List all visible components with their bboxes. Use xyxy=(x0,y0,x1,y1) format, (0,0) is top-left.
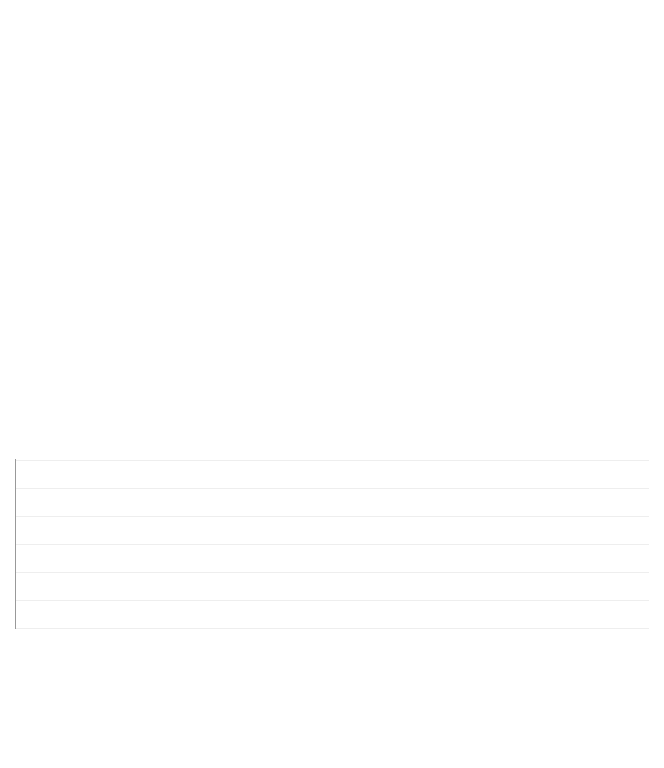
education-donut-section xyxy=(332,9,654,249)
chart-credit xyxy=(0,663,664,681)
donut-row xyxy=(0,9,664,249)
header xyxy=(0,0,664,9)
literacy-by-gender-section xyxy=(10,254,332,449)
literacy-donut-chart xyxy=(71,9,271,189)
education-donut-chart xyxy=(393,9,593,189)
literacy-donut-section xyxy=(10,9,332,249)
mini-legend-2 xyxy=(332,259,654,270)
education-by-gender-section xyxy=(0,449,664,663)
mini-legend-1 xyxy=(10,259,332,270)
y-axis xyxy=(16,459,46,629)
schooling-section xyxy=(332,254,654,449)
education-by-gender-chart xyxy=(15,459,649,629)
mini-legend-3 xyxy=(15,647,649,658)
horizontal-bar-row xyxy=(0,249,664,449)
